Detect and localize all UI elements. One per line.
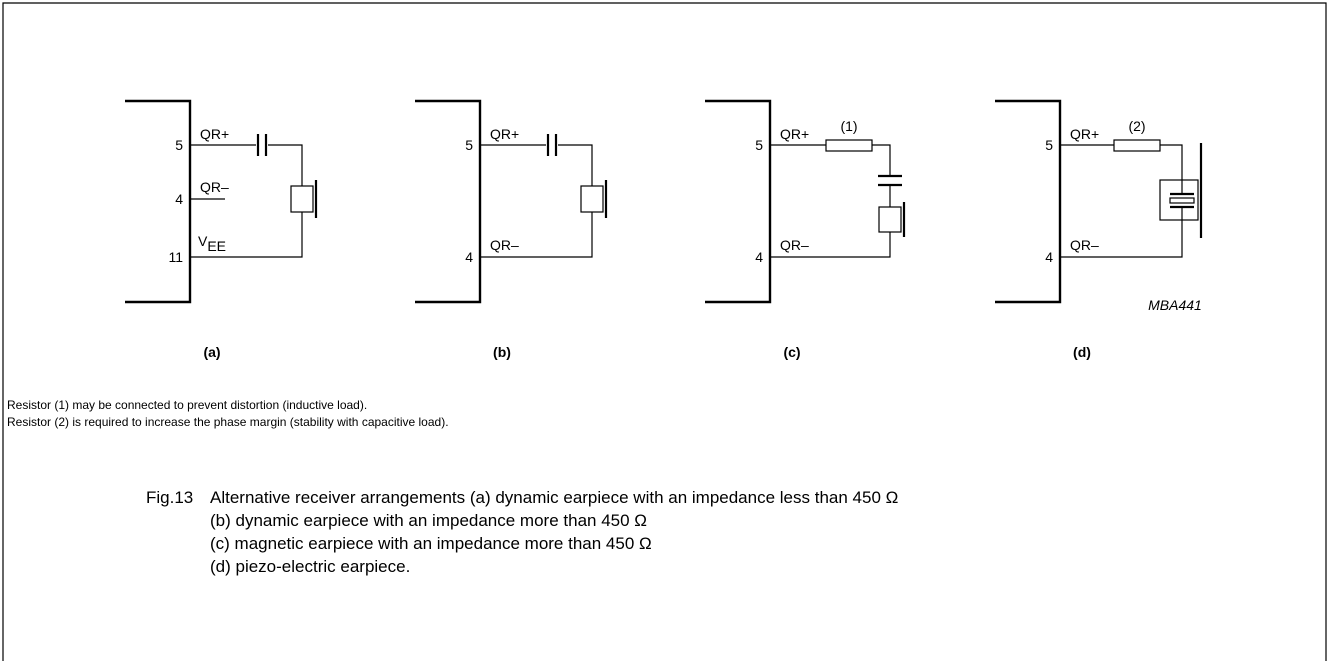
pin-number: 4 [755,249,763,265]
pin-number: 5 [755,137,763,153]
resistor [825,139,873,152]
pin-name-sub: EE [207,238,226,254]
figure-code: MBA441 [1148,297,1202,313]
pin-number: 4 [1045,249,1053,265]
pin-name: QR+ [490,126,519,142]
ic-outline [705,99,772,304]
wire [872,144,891,176]
ic-outline [995,99,1062,304]
resistor [1113,139,1161,152]
circuit-c: (1) 5 QR+ 4 QR– (c) [705,99,906,360]
pin-name: QR– [780,237,809,253]
resistor-label: (2) [1128,118,1145,134]
earpiece [290,185,314,213]
pin-name: QR+ [200,126,229,142]
earpiece [580,185,604,213]
piezo-crystal [1169,197,1195,204]
pin-name: QR+ [780,126,809,142]
pin-name: QR– [490,237,519,253]
wire [558,144,593,186]
wire [1160,144,1183,180]
ic-outline [415,99,482,304]
circuit-label: (a) [203,344,220,360]
resistor-label: (1) [840,118,857,134]
pin-number: 5 [175,137,183,153]
pin-number: 4 [175,191,183,207]
wire [1060,220,1183,258]
earpiece [878,206,902,233]
wire [480,212,593,258]
caption-line: (d) piezo-electric earpiece. [210,557,410,576]
pin-name: V [198,233,208,249]
pin-number: 5 [465,137,473,153]
circuit-label: (d) [1073,344,1091,360]
note: Resistor (1) may be connected to prevent… [7,398,367,412]
wire [190,212,303,258]
caption-line: (c) magnetic earpiece with an impedance … [210,534,652,553]
circuit-b: 5 QR+ 4 QR– (b) [415,99,608,360]
pin-name: QR– [200,179,229,195]
piezo [1159,179,1199,221]
circuit-label: (b) [493,344,511,360]
pin-name: QR– [1070,237,1099,253]
pin-number: 4 [465,249,473,265]
circuit-a: 5 QR+ 4 QR– 11 VEE (a) [125,99,318,360]
circuit-d: (2) 5 QR+ 4 QR– (d) MBA441 [995,99,1203,360]
caption-number: Fig.13 [146,488,193,507]
pin-name: QR+ [1070,126,1099,142]
ic-outline [125,99,192,304]
pin-name: VEE [198,233,226,254]
pin-number: 11 [168,249,183,265]
pin-number: 5 [1045,137,1053,153]
caption-line: Alternative receiver arrangements (a) dy… [210,488,898,507]
wire [268,144,303,186]
circuit-label: (c) [783,344,800,360]
caption-line: (b) dynamic earpiece with an impedance m… [210,511,647,530]
wire [770,232,891,258]
note: Resistor (2) is required to increase the… [7,415,449,429]
